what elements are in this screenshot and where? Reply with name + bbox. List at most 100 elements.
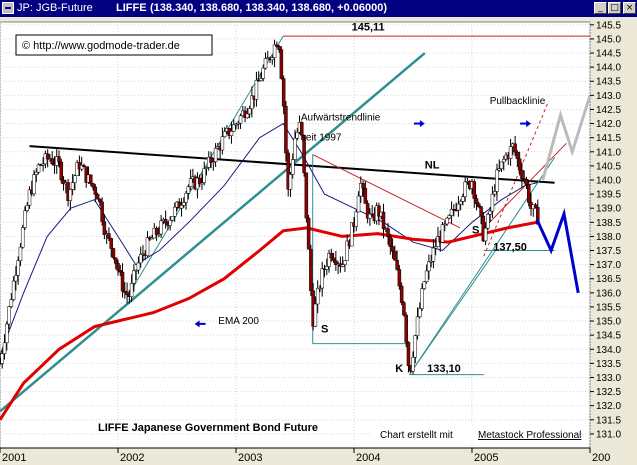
candle-body	[222, 131, 227, 138]
y-tick-label: 145.0	[596, 34, 621, 45]
candle-body	[154, 227, 159, 235]
candle-body	[472, 181, 477, 199]
ema-200-line	[0, 220, 538, 421]
candle-body	[284, 105, 288, 154]
candle-body	[415, 316, 420, 336]
y-tick-label: 142.0	[596, 119, 621, 130]
candle-body	[234, 123, 238, 126]
candle-body	[134, 269, 138, 272]
candle-body	[16, 260, 20, 276]
y-tick-label: 136.0	[596, 288, 621, 299]
candle-body	[136, 262, 141, 271]
candle-body	[411, 356, 415, 372]
candle-body	[368, 213, 372, 219]
candle-body	[159, 220, 163, 235]
maximize-button[interactable]: □	[608, 2, 621, 14]
candle-body	[349, 222, 354, 247]
candle-body	[499, 161, 504, 169]
title-bar[interactable]: JP: JGB-Future LIFFE (138.340, 138.680, …	[0, 0, 637, 17]
candle-body	[474, 198, 479, 205]
x-tick-label: 200	[592, 452, 610, 464]
close-button[interactable]: ×	[623, 2, 636, 14]
y-tick-label: 138.5	[596, 218, 621, 229]
price-chart[interactable]: 145,11 Aufwärtstrendlinie seit 1997 Pullbac…	[0, 17, 637, 465]
y-tick-label: 136.5	[596, 274, 621, 285]
y-tick-label: 132.5	[596, 387, 621, 398]
candle-body	[125, 291, 129, 295]
candle-body	[463, 181, 467, 197]
annotation-label: S	[321, 323, 328, 335]
candle-body	[490, 193, 495, 212]
candle-body	[102, 221, 107, 235]
ema-fast-line	[0, 122, 538, 356]
candle-body	[279, 49, 284, 79]
candle-body	[61, 179, 66, 185]
candle-body	[145, 237, 150, 256]
candle-body	[406, 342, 411, 366]
annotation-label: 133,10	[427, 363, 461, 375]
y-tick-label: 145.5	[596, 20, 621, 31]
candle-body	[200, 182, 204, 185]
plot-area[interactable]	[0, 21, 591, 449]
annotation-label: K	[395, 363, 403, 375]
candle-body	[73, 175, 77, 183]
trend-line	[409, 250, 497, 375]
candle-body	[295, 132, 300, 139]
annotation-label: Pullbacklinie	[490, 96, 546, 107]
y-tick-label: 140.0	[596, 175, 621, 186]
y-tick-label: 133.5	[596, 359, 621, 370]
candle-body	[461, 196, 465, 202]
candle-body	[524, 179, 529, 185]
x-tick-label: 2004	[356, 452, 380, 464]
candle-body	[168, 219, 172, 226]
candle-body	[272, 44, 277, 58]
candle-body	[413, 335, 418, 358]
candle-body	[363, 187, 368, 204]
y-tick-label: 142.5	[596, 105, 621, 116]
candle-body	[68, 189, 73, 201]
y-tick-label: 134.5	[596, 331, 621, 342]
chart-window-icon[interactable]	[2, 2, 14, 14]
metastock-link[interactable]: Metastock Professional	[478, 430, 581, 441]
candle-body	[427, 261, 431, 272]
copyright-box: © http://www.godmode-trader.de	[15, 34, 213, 56]
candle-body	[197, 177, 202, 185]
candle-body	[202, 168, 206, 183]
candle-body	[424, 270, 429, 282]
candle-body	[456, 203, 461, 211]
y-tick-label: 133.0	[596, 373, 621, 384]
candlestick-series	[0, 39, 540, 375]
candle-body	[365, 203, 370, 219]
candle-body	[263, 58, 268, 69]
candle-body	[433, 246, 438, 249]
candle-body	[23, 210, 27, 228]
candle-body	[59, 161, 64, 181]
candle-body	[449, 209, 454, 216]
candle-body	[495, 169, 499, 192]
candle-body	[209, 156, 213, 163]
candle-body	[2, 342, 7, 355]
credit-prefix: Chart erstellt mit	[380, 430, 453, 441]
candle-body	[290, 159, 295, 175]
candle-body	[440, 224, 445, 243]
candle-body	[245, 113, 250, 119]
candle-body	[236, 122, 241, 125]
annotation-label: 137,50	[493, 242, 527, 254]
y-tick-label: 134.0	[596, 345, 621, 356]
y-tick-label: 138.0	[596, 232, 621, 243]
candle-body	[32, 174, 36, 195]
candle-body	[288, 174, 293, 190]
candle-body	[315, 287, 320, 305]
minimize-button[interactable]: _	[594, 2, 607, 14]
candle-body	[356, 195, 361, 213]
candle-body	[107, 233, 111, 239]
trend-line	[481, 142, 567, 232]
candle-body	[477, 203, 481, 207]
candle-body	[447, 215, 452, 219]
candle-body	[182, 202, 186, 206]
candle-body	[25, 205, 29, 211]
y-tick-label: 141.0	[596, 147, 621, 158]
candle-body	[89, 174, 93, 184]
candle-body	[345, 240, 349, 261]
y-tick-label: 140.5	[596, 161, 621, 172]
